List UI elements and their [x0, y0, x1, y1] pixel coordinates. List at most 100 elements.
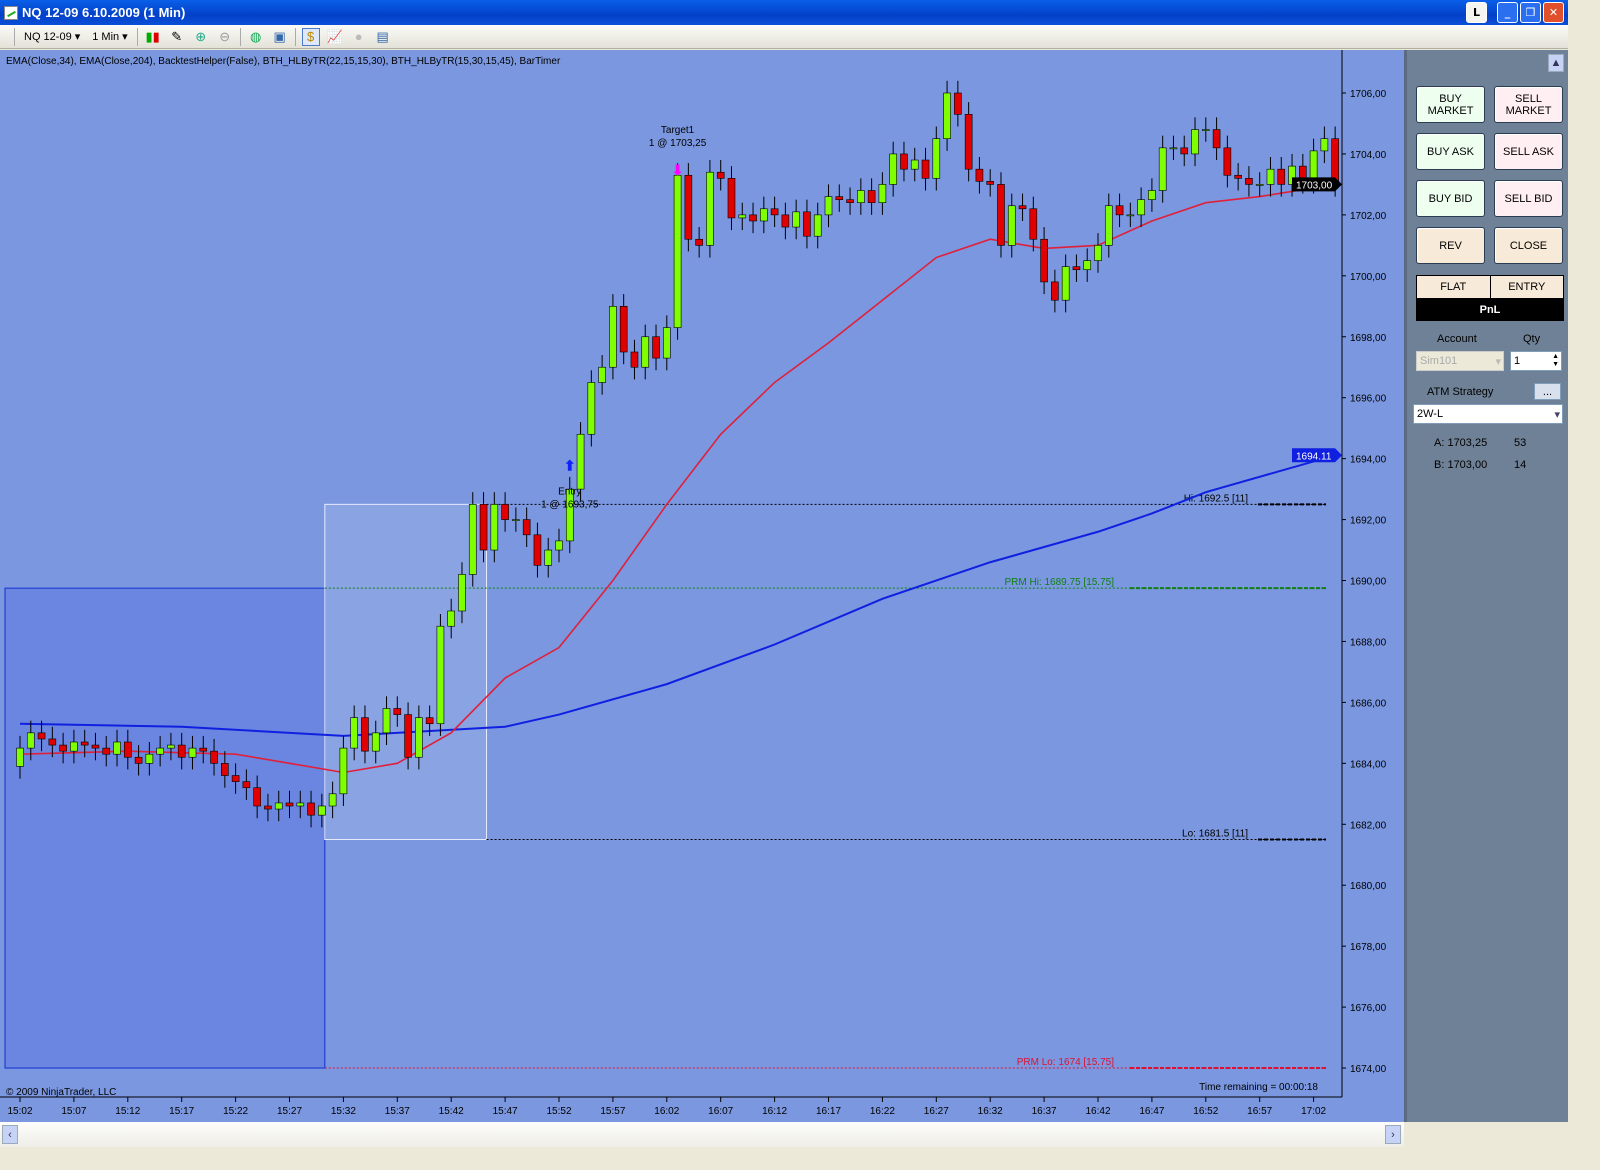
candle-body — [134, 756, 143, 764]
x-tick-label: 16:17 — [816, 1106, 841, 1117]
candle-body — [393, 708, 402, 715]
rev-button[interactable]: REV — [1416, 227, 1485, 264]
candle-body — [382, 708, 391, 734]
x-tick-label: 16:22 — [870, 1106, 895, 1117]
candle-body — [1137, 199, 1145, 216]
candle-body — [167, 744, 175, 749]
candle-body — [695, 238, 703, 246]
candle-body — [253, 787, 261, 807]
x-tick-label: 15:02 — [7, 1106, 32, 1117]
candle-body — [609, 305, 617, 368]
candle-body — [404, 714, 412, 758]
y-tick-label: 1674,00 — [1350, 1064, 1387, 1075]
candle-body — [867, 190, 876, 203]
y-tick-label: 1690,00 — [1350, 577, 1387, 588]
y-tick-label: 1702,00 — [1350, 211, 1387, 222]
candle-body — [59, 744, 67, 752]
candle-body — [26, 732, 35, 749]
chart-app-icon — [4, 5, 18, 20]
candle-body — [512, 519, 520, 521]
candle-body — [1158, 147, 1167, 191]
instrument-select[interactable]: NQ 12-09 ▾ — [21, 30, 83, 44]
candle-body — [932, 138, 941, 179]
x-tick-label: 16:47 — [1139, 1106, 1164, 1117]
candle-body — [835, 196, 844, 200]
candle-body — [760, 208, 768, 222]
price-chart[interactable]: Hi: 1692.5 [11] Lo: 1681.5 [11] PRM Hi: 16… — [0, 50, 1404, 1122]
window-title: NQ 12-09 6.10.2009 (1 Min) — [22, 5, 186, 20]
candle-body — [48, 738, 57, 746]
candlestick-icon[interactable]: ▮ ▮ — [145, 28, 160, 44]
chart-area[interactable]: Hi: 1692.5 [11] Lo: 1681.5 [11] PRM Hi: 16… — [0, 50, 1404, 1122]
candle-body — [900, 153, 908, 170]
x-tick-label: 15:47 — [493, 1106, 518, 1117]
sell-market-button[interactable]: SELL MARKET — [1494, 86, 1563, 123]
account-select[interactable]: Sim101 ▾ — [1416, 351, 1504, 371]
pnl-display: PnL — [1417, 298, 1563, 321]
sell-bid-button[interactable]: SELL BID — [1494, 180, 1563, 217]
zoom-in-icon[interactable]: ⊕ — [195, 28, 207, 44]
x-tick-label: 16:12 — [762, 1106, 787, 1117]
close-window-button[interactable]: ✕ — [1543, 2, 1564, 23]
qty-label: Qty — [1523, 333, 1541, 345]
level-label: Lo: 1681.5 [11] — [1182, 829, 1248, 840]
candle-body — [1126, 214, 1135, 217]
qty-stepper[interactable]: 1 ▲ ▼ — [1510, 351, 1562, 371]
candle-body — [576, 433, 585, 490]
stepper-arrows-icon[interactable]: ▲ ▼ — [1552, 353, 1559, 368]
panel-scroll-up[interactable]: ▲ — [1548, 54, 1564, 72]
prm-zone — [4, 587, 326, 1069]
price-tag — [1292, 177, 1342, 192]
candle-body — [684, 174, 693, 240]
ask-size: 53 — [1514, 437, 1527, 449]
scroll-left-icon[interactable]: ‹ — [2, 1125, 18, 1144]
candle-body — [846, 199, 854, 203]
candle-body — [371, 732, 380, 752]
dollar-icon[interactable]: ● — [354, 29, 363, 44]
atm-value: 2W-L — [1417, 408, 1444, 420]
horizontal-scrollbar[interactable]: ‹ › — [0, 1122, 1404, 1147]
candle-body — [16, 747, 24, 767]
candle-body — [415, 717, 423, 758]
x-tick-label: 16:02 — [654, 1106, 679, 1117]
globe-icon[interactable]: ◍ — [250, 28, 262, 44]
buy-bid-button[interactable]: BUY BID — [1416, 180, 1485, 217]
link-button[interactable]: L — [1466, 2, 1487, 23]
candle-body — [598, 366, 606, 383]
candle-body — [997, 184, 1005, 246]
candle-body — [813, 214, 822, 237]
y-tick-label: 1694,00 — [1350, 455, 1387, 466]
scroll-right-icon[interactable]: › — [1385, 1125, 1401, 1144]
x-tick-label: 16:52 — [1193, 1106, 1218, 1117]
candle-body — [857, 190, 865, 203]
properties-icon[interactable]: ▣ — [273, 28, 286, 44]
interval-select[interactable]: 1 Min ▾ — [89, 30, 130, 44]
candle-body — [587, 382, 596, 435]
close-button[interactable]: CLOSE — [1494, 227, 1563, 264]
candle-body — [544, 549, 553, 566]
candle-body — [350, 717, 358, 749]
candle-body — [964, 114, 973, 170]
minimize-button[interactable]: _ — [1497, 2, 1518, 23]
chart-trader-icon[interactable]: 📈 — [326, 28, 343, 44]
y-tick-label: 1692,00 — [1350, 516, 1387, 527]
candle-body — [910, 159, 919, 170]
candle-body — [986, 181, 995, 185]
atm-strategy-select[interactable]: 2W-L ▾ — [1413, 404, 1563, 424]
data-box-icon[interactable]: ▤ — [376, 28, 389, 44]
maximize-button[interactable]: ❐ — [1520, 2, 1541, 23]
x-tick-label: 15:07 — [61, 1106, 86, 1117]
buy-market-button[interactable]: BUY MARKET — [1416, 86, 1485, 123]
candle-body — [145, 753, 154, 764]
pencil-icon[interactable]: ✎ — [171, 28, 183, 44]
x-tick-label: 15:42 — [439, 1106, 464, 1117]
buy-ask-button[interactable]: BUY ASK — [1416, 133, 1485, 170]
candle-body — [124, 741, 132, 758]
account-value: Sim101 — [1420, 355, 1458, 367]
candle-body — [70, 741, 78, 752]
atm-config-button[interactable]: ... — [1534, 383, 1561, 400]
strategy-icon[interactable]: $ — [301, 27, 320, 46]
price-tag-label: 1703,00 — [1296, 180, 1333, 191]
sell-ask-button[interactable]: SELL ASK — [1494, 133, 1563, 170]
zoom-out-icon[interactable]: ⊖ — [219, 28, 231, 44]
